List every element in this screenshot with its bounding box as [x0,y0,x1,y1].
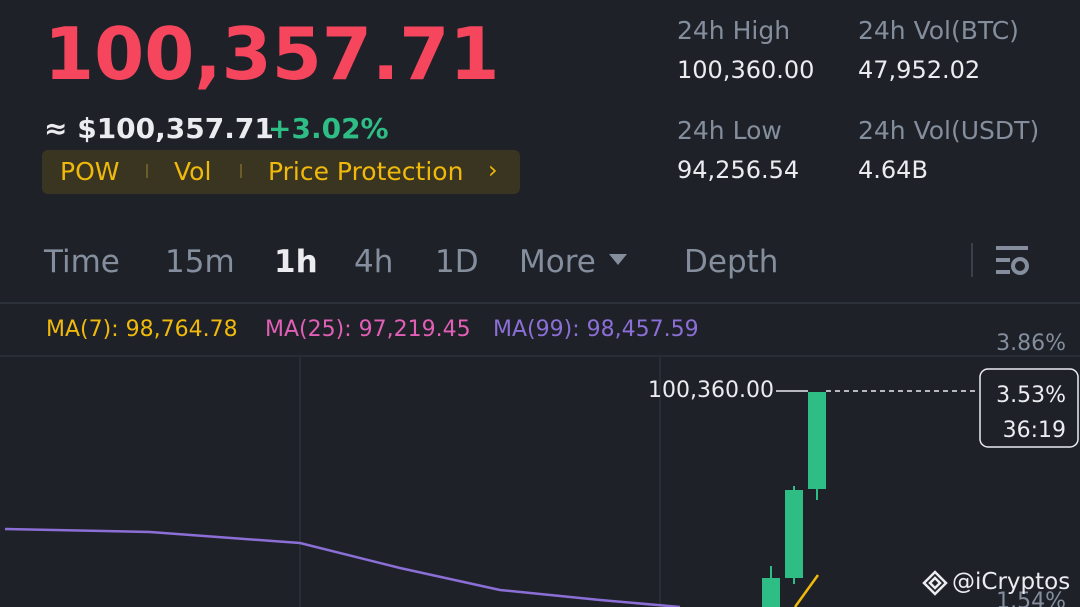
divider [971,243,973,277]
tab-active[interactable]: 1h [274,244,318,280]
stat-label: 24h High [677,16,791,45]
tab[interactable]: More [519,244,596,280]
tag-bar[interactable]: POW Vol Price Protection › [42,150,520,194]
tab[interactable]: 1D [435,244,479,280]
axis-label: 1.54% [996,589,1066,607]
ma-line [4,527,681,607]
stat-value: 94,256.54 [677,156,800,184]
stat-label: 24h Vol(BTC) [858,16,1019,45]
last-price: 100,357.71 [44,12,500,96]
ma-line [793,574,820,607]
logo-icon [922,570,948,596]
chevron: › [488,156,498,184]
axis-label: 3.86% [996,331,1066,356]
watermark: @iCryptos [952,569,1071,595]
tab[interactable]: 15m [165,244,235,280]
high-label: 100,360.00 [648,378,774,403]
candle [808,392,826,489]
ma-99: MA(99): 98,457.59 [493,317,699,342]
divider [240,164,242,178]
tab[interactable]: 4h [354,244,394,280]
change: +3.02% [268,112,389,145]
ma-7: MA(7): 98,764.78 [46,317,238,342]
stat-value: 47,952.02 [858,56,981,84]
tag[interactable]: Price Protection [268,157,464,186]
price-box [979,368,1079,448]
tag[interactable]: POW [60,157,120,186]
candle [762,578,780,607]
divider [146,164,148,178]
settings-icon[interactable] [994,244,1030,278]
tab[interactable]: Time [44,244,120,280]
countdown: 36:19 [1002,418,1066,443]
current-change: 3.53% [996,383,1066,408]
tag[interactable]: Vol [174,157,212,186]
separator [0,302,1080,304]
ma-25: MA(25): 97,219.45 [265,317,471,342]
stat-value: 100,360.00 [677,56,815,84]
dropdown-icon [609,254,627,265]
stat-label: 24h Vol(USDT) [858,116,1040,145]
stat-value: 4.64B [858,156,928,184]
tab[interactable]: Depth [684,244,779,280]
stat-label: 24h Low [677,116,782,145]
fiat-price: ≈ $100,357.71 [44,112,274,145]
candle [785,490,803,578]
